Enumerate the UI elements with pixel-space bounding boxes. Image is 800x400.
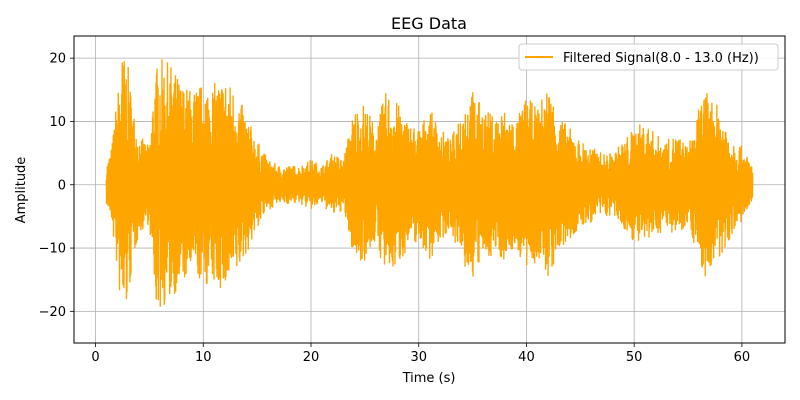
x-tick-label: 40 [518,350,535,365]
legend-box [518,43,779,71]
x-tick-label: 0 [91,350,99,365]
legend: Filtered Signal(8.0 - 13.0 (Hz)) [518,43,779,71]
plot-frame [73,35,786,344]
y-axis-label: Amplitude [14,157,29,224]
x-tick-label: 60 [734,350,751,365]
y-tick-label: 20 [49,52,66,67]
x-tick-label: 30 [410,350,427,365]
series-group [105,59,754,307]
chart-title: EEG Data [391,14,467,33]
y-tick-label: 10 [49,115,66,130]
legend-label: Filtered Signal(8.0 - 13.0 (Hz)) [563,51,759,66]
y-tick-label: 0 [58,178,66,193]
x-tick-label: 20 [303,350,320,365]
x-axis-label: Time (s) [402,371,456,386]
y-axis: −20 −10 0 10 20 [39,52,74,320]
y-tick-label: −20 [39,305,66,320]
x-tick-label: 50 [626,350,643,365]
x-tick-label: 10 [195,350,212,365]
y-tick-label: −10 [39,242,66,257]
x-axis: 0 10 20 30 40 50 60 [91,343,750,365]
series-line-filtered-signal [105,59,754,307]
